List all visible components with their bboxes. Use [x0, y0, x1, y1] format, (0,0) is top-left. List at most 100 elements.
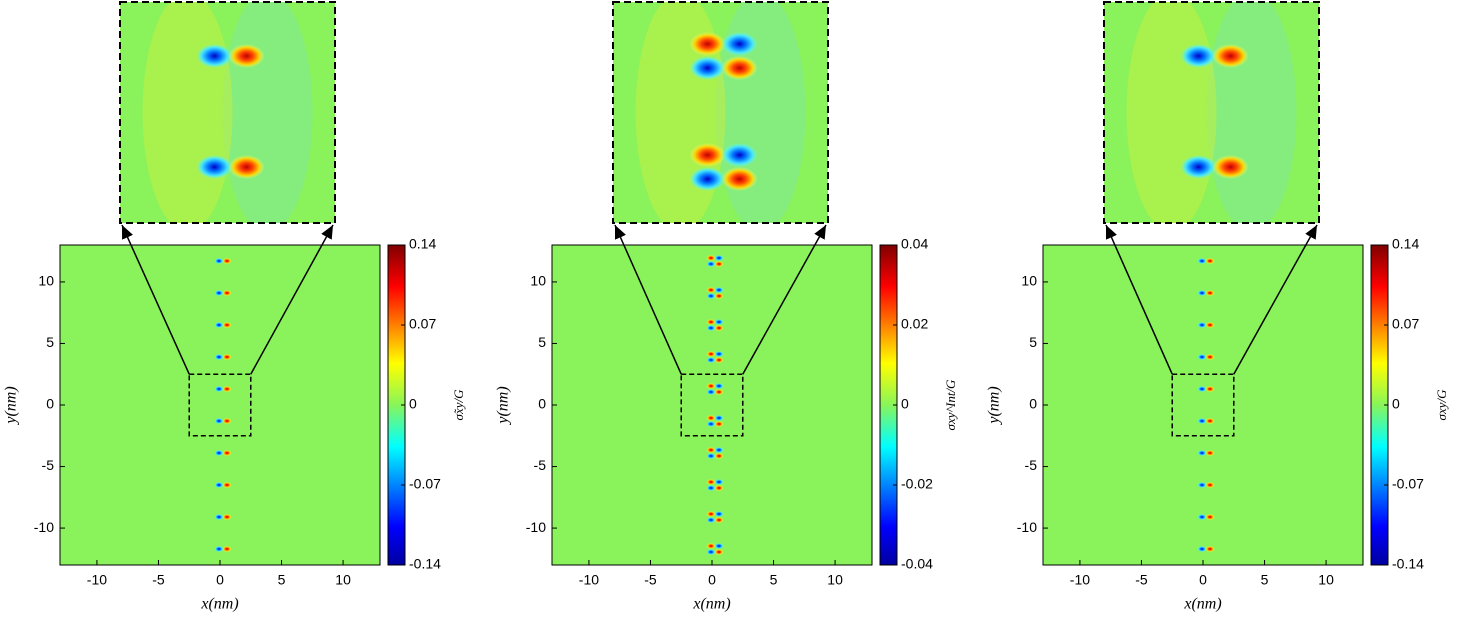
lobe [714, 287, 724, 293]
lobe [689, 143, 726, 167]
colorbar-tick-label: -0.14 [409, 556, 441, 572]
lobe [706, 287, 716, 293]
lobe [714, 389, 724, 395]
inset-frame [612, 1, 829, 224]
colorbar-tick-label: 0.07 [409, 316, 436, 332]
lobe [1197, 354, 1207, 360]
lobe [1197, 290, 1207, 296]
zoom-box [1171, 373, 1235, 437]
y-tick-label: 10 [38, 273, 54, 289]
lobe [706, 447, 716, 453]
lobe [714, 383, 724, 389]
heatmap-panel: -10 -5 0 5 10 -10 -5 0 5 10 x(nm) y(nm) -0.14 -0.07 0 0… [986, 1, 1449, 613]
lobe [714, 517, 724, 523]
y-tick-label: 5 [46, 334, 54, 350]
lobe [1197, 258, 1207, 264]
lobe [196, 155, 233, 179]
lobe [214, 546, 224, 552]
heatmap-field [1043, 245, 1363, 565]
y-tick-label: 5 [1029, 334, 1037, 350]
lobe [714, 415, 724, 421]
y-tick-label: 10 [530, 273, 546, 289]
y-axis-label: y(nm) [986, 386, 1003, 425]
lobe [1198, 226, 1207, 232]
inset-pattern [635, 2, 806, 223]
lobe [1197, 546, 1207, 552]
lobe [222, 290, 232, 296]
colorbar-tick-label: 0.14 [409, 236, 436, 252]
zoom-arrow [250, 224, 334, 375]
lobe [214, 354, 224, 360]
x-axis-label: x(nm) [692, 596, 730, 613]
lobe [214, 482, 224, 488]
dipole-pattern [214, 226, 232, 552]
lobe [214, 386, 224, 392]
lobe [1205, 258, 1215, 264]
x-tick-label: 10 [335, 572, 351, 588]
lobe [714, 293, 724, 299]
lobe [222, 258, 232, 264]
lobe [222, 450, 232, 456]
lobe [714, 421, 724, 427]
y-tick-label: 5 [538, 334, 546, 350]
x-tick-label: -10 [87, 572, 107, 588]
lobe [1197, 322, 1207, 328]
x-tick-label: 0 [216, 572, 224, 588]
lobe [706, 293, 716, 299]
x-tick-label: -5 [152, 572, 165, 588]
colorbar-tick-label: 0.14 [1392, 236, 1419, 252]
x-tick-label: 5 [770, 572, 778, 588]
heatmap-field [60, 245, 380, 565]
lobe [223, 226, 232, 232]
x-tick-label: -10 [579, 572, 599, 588]
colorbar-tick-label: 0 [1392, 396, 1400, 412]
dipole-pattern [706, 229, 724, 555]
lobe [222, 354, 232, 360]
zoom-box [188, 373, 252, 437]
lobe [714, 319, 724, 325]
zoom-arrow [614, 224, 682, 375]
y-tick-label: 0 [1029, 396, 1037, 412]
x-tick-label: 10 [827, 572, 843, 588]
heatmap-panel: -10 -5 0 5 10 -10 -5 0 5 10 x(nm) y(nm) -0.04 -0.02 0 0… [495, 1, 958, 613]
y-tick-label: -10 [1017, 519, 1037, 535]
lobe [1205, 386, 1215, 392]
lobe [715, 229, 724, 235]
inset-frame [1103, 1, 1320, 224]
x-tick-label: 5 [1261, 572, 1269, 588]
zoom-arrow [1105, 224, 1173, 375]
lobe [1205, 514, 1215, 520]
lobe [707, 229, 716, 235]
lobe [196, 44, 233, 68]
lobe [706, 543, 716, 549]
lobe [714, 357, 724, 363]
colorbar-tick-label: 0.04 [901, 236, 928, 252]
lobe [214, 322, 224, 328]
zoom-arrow [742, 224, 827, 375]
x-axis-label: x(nm) [200, 596, 238, 613]
lobe [706, 351, 716, 357]
lobe [689, 32, 726, 56]
lobe [714, 549, 724, 555]
colorbar-tick-label: -0.07 [409, 476, 441, 492]
lobe [1205, 450, 1215, 456]
lobe [1212, 44, 1249, 68]
lobe [706, 453, 716, 459]
halo [1206, 2, 1297, 223]
lobe [1205, 546, 1215, 552]
lobe [706, 325, 716, 331]
lobe [1180, 44, 1217, 68]
colorbar-tick-label: 0.07 [1392, 316, 1419, 332]
lobe [215, 226, 224, 232]
lobe [706, 415, 716, 421]
lobe [714, 447, 724, 453]
lobe [714, 543, 724, 549]
colorbar-tick-label: 0 [409, 396, 417, 412]
halo [1126, 2, 1217, 223]
x-tick-label: 10 [1318, 572, 1334, 588]
y-tick-label: -5 [42, 457, 55, 473]
lobe [706, 485, 716, 491]
x-tick-label: -5 [644, 572, 657, 588]
lobe [1205, 418, 1215, 424]
lobe [706, 255, 716, 261]
